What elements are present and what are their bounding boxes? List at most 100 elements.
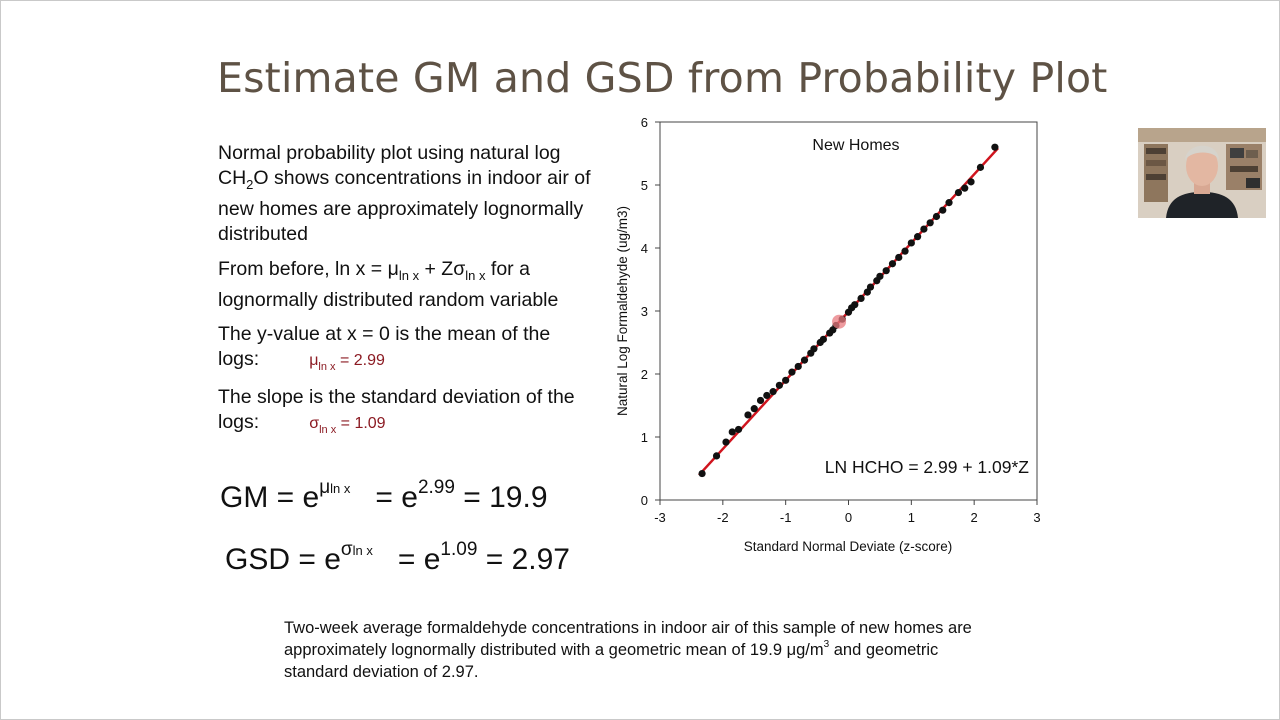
p2-sub-2: ln x xyxy=(465,268,486,283)
slide-title: Estimate GM and GSD from Probability Plo… xyxy=(217,54,1108,102)
y-tick-label: 0 xyxy=(641,493,648,508)
chart-title: New Homes xyxy=(812,137,899,154)
mean-symbol: μ xyxy=(309,352,319,369)
conclusion-sup: 3 xyxy=(823,639,830,650)
data-point xyxy=(907,239,915,247)
data-point xyxy=(954,188,963,197)
paragraph-y-value: The y-value at x = 0 is the mean of the … xyxy=(218,322,618,380)
gsd-left: GSD = e xyxy=(225,543,341,576)
conclusion-text: Two-week average formaldehyde concentrat… xyxy=(284,617,984,683)
data-point xyxy=(763,391,771,400)
data-point xyxy=(750,405,758,413)
data-point xyxy=(914,233,922,241)
x-tick-label: -1 xyxy=(780,510,792,525)
paragraph-normal-plot: Normal probability plot using natural lo… xyxy=(218,141,598,247)
x-tick-label: 0 xyxy=(845,510,852,525)
p2-sub-1: ln x xyxy=(398,268,420,283)
gm-mid: = e xyxy=(375,481,418,514)
p2-text-b: + Zσ xyxy=(419,258,466,280)
data-point xyxy=(800,356,809,364)
data-point xyxy=(712,452,721,460)
p4-text: The slope is the standard deviation of t… xyxy=(218,386,575,433)
x-tick-label: -3 xyxy=(654,510,666,525)
p1-text-end: O shows concentrations in indoor air of … xyxy=(218,167,591,245)
mean-symbol-sub: ln x xyxy=(318,361,336,373)
data-point xyxy=(876,272,884,280)
paragraph-from-before: From before, ln x = μln x + Zσln x for a… xyxy=(218,257,618,313)
conclusion-b: and geometric standard deviation of 2.97… xyxy=(284,641,939,681)
gsd-result: = 2.97 xyxy=(477,543,570,576)
y-tick-label: 6 xyxy=(641,115,648,130)
data-point xyxy=(920,225,928,233)
gsd-sup-symbol: σ xyxy=(340,539,353,560)
paragraph-slope: The slope is the standard deviation of t… xyxy=(218,385,618,443)
gsd-mid-sup: 1.09 xyxy=(440,539,478,560)
sd-value: σln x = 1.09 xyxy=(309,415,386,436)
x-tick-label: 3 xyxy=(1033,510,1040,525)
mean-value: μln x = 2.99 xyxy=(309,352,385,373)
x-tick-label: 2 xyxy=(971,510,978,525)
data-point xyxy=(775,381,783,389)
data-point xyxy=(961,184,969,192)
sd-symbol-sub: ln x xyxy=(319,424,337,436)
axis-ticks: -3 -2 -1 0 1 2 3 0 1 2 3 4 5 6 xyxy=(641,115,1041,525)
gm-sup-sub: ln x xyxy=(330,481,351,496)
highlighted-point xyxy=(832,314,847,329)
data-point xyxy=(866,283,875,291)
data-point xyxy=(888,260,897,268)
data-point xyxy=(819,335,827,343)
data-point xyxy=(857,294,865,302)
data-point xyxy=(939,206,947,214)
data-point xyxy=(926,219,934,227)
p2-text-a: From before, ln x = μ xyxy=(218,258,399,280)
p3-text: The y-value at x = 0 is the mean of the … xyxy=(218,323,551,370)
data-point xyxy=(744,411,752,419)
data-point xyxy=(794,362,802,371)
gm-result: = 19.9 xyxy=(454,481,548,514)
data-point xyxy=(728,428,736,436)
probability-plot-chart: -3 -2 -1 0 1 2 3 0 1 2 3 4 5 6 New Homes LN HCHO = 2.… xyxy=(615,115,1041,554)
p1-text-start: Normal probability plot using natural lo… xyxy=(218,142,561,189)
gm-mid-sup: 2.99 xyxy=(417,477,455,498)
data-point xyxy=(945,199,953,207)
x-axis-label: Standard Normal Deviate (z-score) xyxy=(744,539,953,554)
data-point xyxy=(991,143,999,151)
y-tick-label: 4 xyxy=(641,241,648,256)
data-point xyxy=(851,301,859,309)
data-point xyxy=(756,396,765,405)
y-axis-label: Natural Log Formaldehyde (ug/m3) xyxy=(615,206,630,416)
mean-value-text: = 2.99 xyxy=(335,352,385,369)
gm-left: GM = e xyxy=(220,481,320,514)
gm-sup-symbol: μ xyxy=(319,477,331,498)
conclusion-a: Two-week average formaldehyde concentrat… xyxy=(284,619,972,659)
y-tick-label: 5 xyxy=(641,178,648,193)
data-point xyxy=(901,247,909,255)
x-tick-label: 1 xyxy=(908,510,915,525)
data-point xyxy=(967,178,975,186)
chart-annotation: LN HCHO = 2.99 + 1.09*Z xyxy=(825,457,1030,477)
data-point xyxy=(698,469,706,478)
data-point xyxy=(810,345,818,353)
y-tick-label: 2 xyxy=(641,367,648,382)
data-point xyxy=(976,163,985,171)
p2-text-c: for a lognormally distributed random var… xyxy=(218,258,559,311)
gsd-sup-sub: ln x xyxy=(352,543,373,558)
data-point xyxy=(788,368,796,376)
data-point xyxy=(895,253,903,262)
y-tick-label: 1 xyxy=(641,430,648,445)
data-point xyxy=(734,425,743,434)
p1-subscript: 2 xyxy=(246,177,254,192)
x-tick-label: -2 xyxy=(717,510,729,525)
sd-symbol: σ xyxy=(309,415,320,432)
data-point xyxy=(782,376,790,384)
data-point xyxy=(722,438,730,446)
gsd-equation: GSD = eσln x = e1.09 = 2.97 xyxy=(225,540,570,577)
webcam-thumbnail xyxy=(1138,128,1266,218)
data-point xyxy=(932,212,941,221)
y-tick-label: 3 xyxy=(641,304,648,319)
sd-value-text: = 1.09 xyxy=(336,415,386,432)
data-points xyxy=(698,143,999,478)
data-point xyxy=(882,267,890,275)
gm-equation: GM = eμln x = e2.99 = 19.9 xyxy=(220,478,548,515)
data-point xyxy=(769,388,777,396)
